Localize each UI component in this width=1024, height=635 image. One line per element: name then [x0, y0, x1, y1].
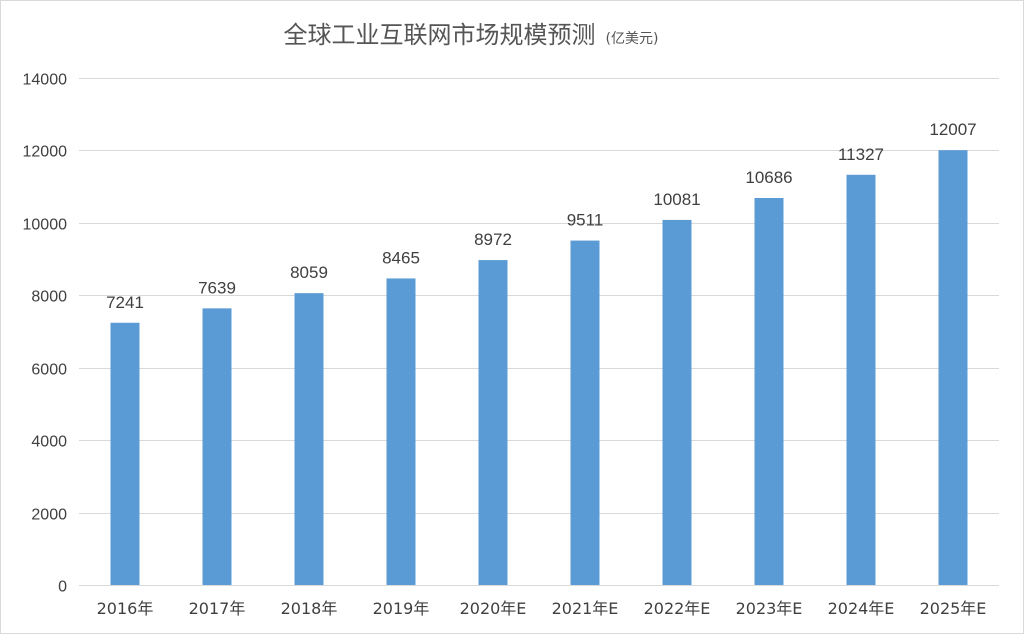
y-tick-label: 4000 [31, 434, 67, 451]
chart-title: 全球工业互联网市场规模预测 (亿美元) [284, 21, 659, 49]
x-tick-label: 2020年E [460, 599, 527, 618]
y-tick-label: 6000 [31, 362, 67, 379]
chart-title-main: 全球工业互联网市场规模预测 [284, 21, 596, 49]
data-label: 8465 [382, 248, 420, 267]
bar [570, 240, 600, 586]
x-tick-label: 2016年 [97, 599, 154, 618]
data-label: 7639 [198, 278, 236, 297]
data-label: 10686 [745, 168, 792, 187]
data-label: 10081 [653, 190, 700, 209]
bar [662, 219, 692, 586]
data-label: 8059 [290, 263, 328, 282]
x-tick-label: 2019年 [373, 599, 430, 618]
y-tick-label: 0 [58, 579, 67, 596]
chart-title-unit: (亿美元) [606, 31, 659, 47]
x-tick-label: 2024年E [828, 599, 895, 618]
y-axis-ticks: 0 2000 4000 6000 8000 10000 12000 14000 [23, 72, 68, 596]
bar [110, 322, 140, 585]
data-labels: 7241 7639 8059 8465 8972 9511 10081 10686 11327 1… [106, 120, 977, 312]
y-tick-label: 10000 [23, 217, 68, 234]
x-tick-label: 2017年 [189, 599, 246, 618]
data-label: 12007 [929, 120, 976, 139]
x-tick-label: 2021年E [552, 599, 619, 618]
bar [294, 293, 324, 585]
data-label: 7241 [106, 293, 144, 312]
x-tick-label: 2018年 [281, 599, 338, 618]
bar [202, 308, 232, 585]
data-label: 11327 [838, 145, 884, 164]
x-tick-label: 2022年E [644, 599, 711, 618]
y-tick-label: 8000 [31, 289, 67, 306]
y-tick-label: 2000 [31, 507, 67, 524]
data-label: 8972 [474, 230, 512, 249]
x-tick-label: 2025年E [920, 599, 987, 618]
x-tick-label: 2023年E [736, 599, 803, 618]
bar [938, 150, 968, 586]
y-tick-label: 12000 [23, 144, 68, 161]
bar [846, 174, 876, 585]
bar [754, 198, 784, 585]
bar [478, 260, 508, 585]
gridlines [79, 78, 999, 586]
x-axis-ticks: 2016年 2017年 2018年 2019年 2020年E 2021年E 2022年E 20… [97, 599, 987, 618]
y-tick-label: 14000 [23, 72, 68, 89]
bars [110, 150, 968, 586]
bar [386, 278, 416, 585]
data-label: 9511 [567, 211, 604, 230]
